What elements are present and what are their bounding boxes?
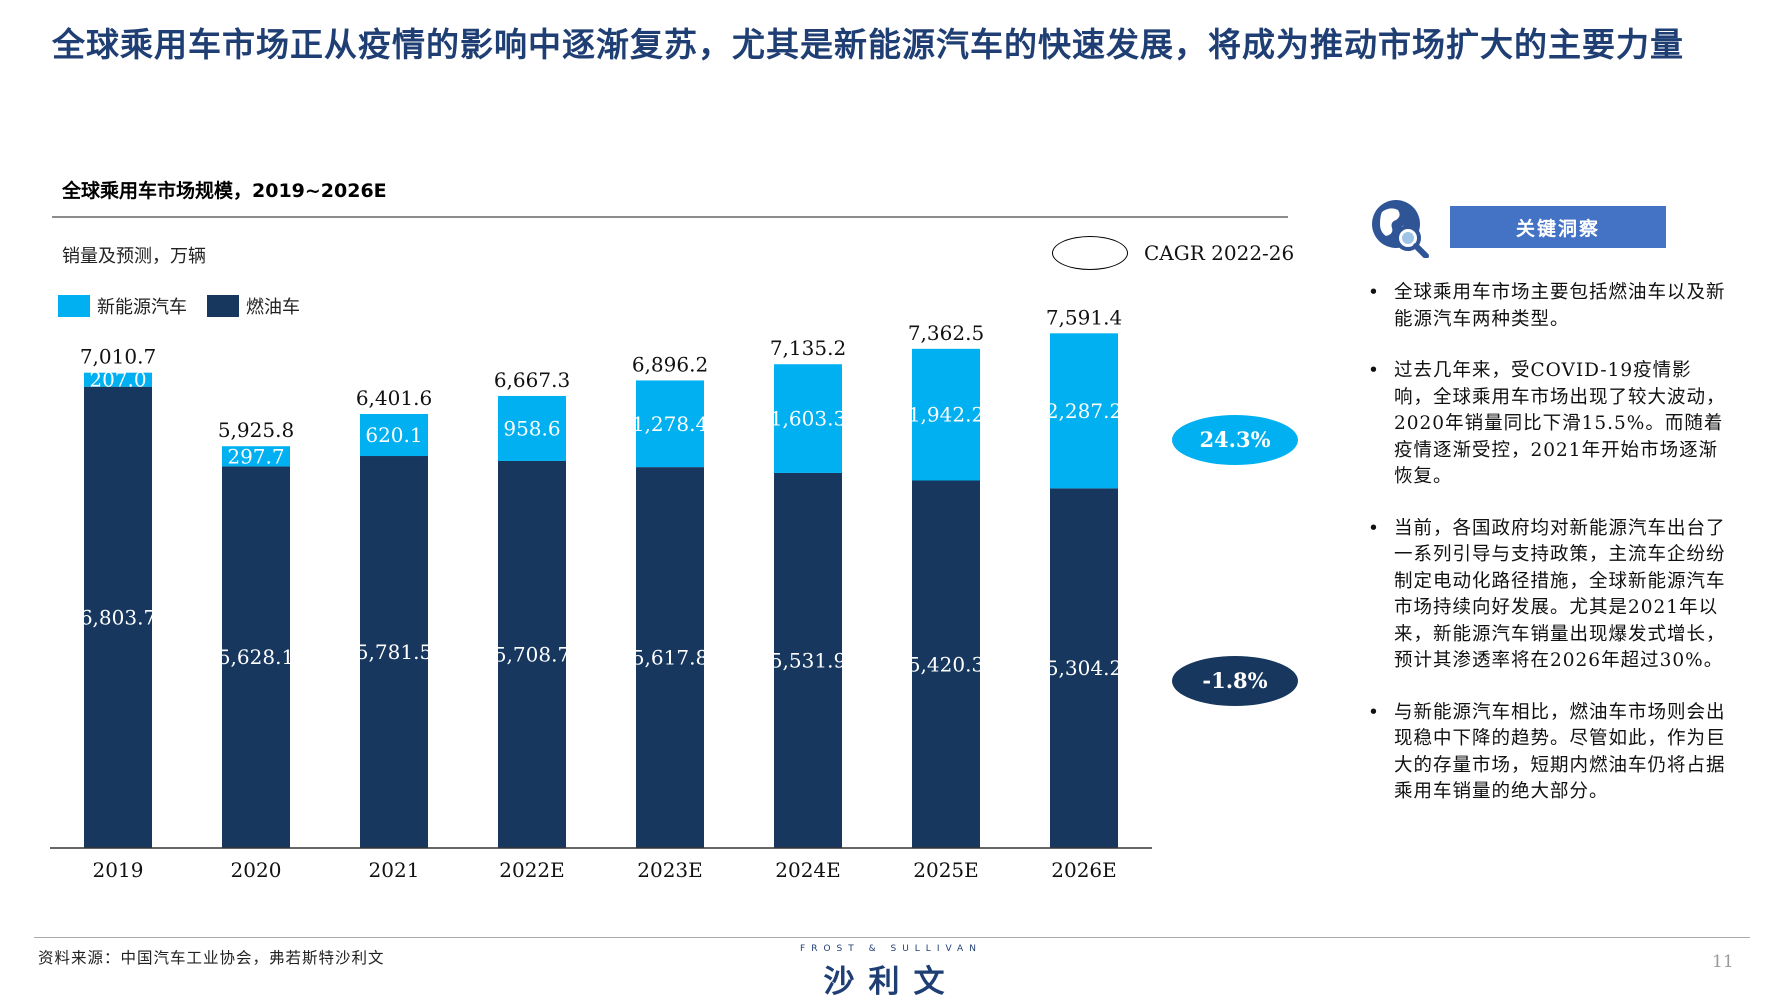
bar-ice xyxy=(222,466,290,848)
x-tick-label: 2019 xyxy=(93,858,144,882)
cagr-legend-label: CAGR 2022-26 xyxy=(1144,241,1295,265)
insight-item: 过去几年来，受COVID-19疫情影响，全球乘用车市场出现了较大波动，2020年… xyxy=(1368,358,1728,491)
bar-nev xyxy=(222,446,290,467)
legend-swatch-nev xyxy=(58,295,90,317)
data-label-nev: 1,942.2 xyxy=(908,403,984,427)
unit-label: 销量及预测，万辆 xyxy=(62,246,206,267)
cagr-badge xyxy=(1172,656,1298,706)
bar-ice xyxy=(360,456,428,848)
bar-ice xyxy=(84,386,152,848)
bar-ice xyxy=(912,480,980,848)
bar-ice xyxy=(498,460,566,848)
legend-item-ice: 燃油车 xyxy=(207,293,300,319)
bar-nev xyxy=(360,413,428,457)
bar-ice xyxy=(1050,488,1118,848)
insight-list: 全球乘用车市场主要包括燃油车以及新能源汽车两种类型。 过去几年来，受COVID-… xyxy=(1368,280,1728,806)
cagr-badge xyxy=(1172,415,1298,465)
brand-logo-en: FROST & SULLIVAN xyxy=(800,944,982,954)
stacked-bar-chart: 6,803.7 207.07,010.7 2019 5,628.1 297.75,925… xyxy=(50,305,1298,882)
cagr-badge-label: -1.8% xyxy=(1202,668,1267,693)
legend-label-nev: 新能源汽车 xyxy=(97,297,187,318)
insight-item: 与新能源汽车相比，燃油车市场则会出现稳中下降的趋势。尽管如此，作为巨大的存量市场… xyxy=(1368,700,1728,806)
chart-title: 全球乘用车市场规模，2019~2026E xyxy=(62,180,387,202)
data-label-ice: 5,708.7 xyxy=(494,642,570,666)
x-tick-label: 2021 xyxy=(369,858,420,882)
legend-label-ice: 燃油车 xyxy=(246,297,300,318)
data-label-ice: 5,628.1 xyxy=(218,645,294,669)
legend-swatch-ice xyxy=(207,295,239,317)
chart-legend: 新能源汽车 燃油车 xyxy=(58,293,312,319)
total-label: 7,010.7 xyxy=(80,345,156,369)
total-label: 7,362.5 xyxy=(908,321,984,345)
insight-panel: 关键洞察 全球乘用车市场主要包括燃油车以及新能源汽车两种类型。 过去几年来，受C… xyxy=(1368,196,1728,831)
globe-search-icon xyxy=(1372,200,1429,258)
data-label-ice: 5,304.2 xyxy=(1046,656,1122,680)
data-label-nev: 2,287.2 xyxy=(1046,399,1122,423)
bar-nev xyxy=(84,372,152,387)
bar-ice xyxy=(774,472,842,848)
x-tick-label: 2024E xyxy=(775,858,841,882)
bar-nev xyxy=(498,395,566,461)
legend-item-nev: 新能源汽车 xyxy=(58,293,187,319)
insight-item: 当前，各国政府均对新能源汽车出台了一系列引导与支持政策，主流车企纷纷制定电动化路… xyxy=(1368,516,1728,675)
x-tick-label: 2026E xyxy=(1051,858,1117,882)
cagr-legend-ellipse xyxy=(1052,236,1128,270)
bar-nev xyxy=(636,380,704,468)
data-label-nev: 1,603.3 xyxy=(770,407,846,431)
total-label: 7,591.4 xyxy=(1046,305,1122,329)
bar-nev xyxy=(1050,333,1118,489)
bar-ice xyxy=(636,467,704,848)
total-label: 6,667.3 xyxy=(494,368,570,392)
x-tick-label: 2022E xyxy=(499,858,565,882)
data-label-nev: 620.1 xyxy=(365,423,422,447)
cagr-badge-label: 24.3% xyxy=(1199,427,1270,452)
insight-header: 关键洞察 xyxy=(1368,196,1728,258)
brand-logo: FROST & SULLIVAN 沙利文 xyxy=(786,944,996,1001)
page-headline: 全球乘用车市场正从疫情的影响中逐渐复苏，尤其是新能源汽车的快速发展，将成为推动市… xyxy=(52,25,1684,64)
data-label-ice: 5,420.3 xyxy=(908,652,984,676)
page-number: 11 xyxy=(1712,952,1734,972)
total-label: 6,401.6 xyxy=(356,386,432,410)
x-tick-label: 2020 xyxy=(231,858,282,882)
data-label-ice: 5,531.9 xyxy=(770,648,846,672)
data-label-ice: 5,617.8 xyxy=(632,646,708,670)
insight-item: 全球乘用车市场主要包括燃油车以及新能源汽车两种类型。 xyxy=(1368,280,1728,333)
total-label: 6,896.2 xyxy=(632,352,708,376)
data-label-ice: 5,781.5 xyxy=(356,640,432,664)
data-label-nev: 297.7 xyxy=(227,444,284,468)
source-note: 资料来源：中国汽车工业协会，弗若斯特沙利文 xyxy=(38,949,385,967)
x-tick-label: 2025E xyxy=(913,858,979,882)
footer-divider xyxy=(34,937,1750,938)
cagr-legend: CAGR 2022-26 xyxy=(1052,236,1294,270)
insight-title: 关键洞察 xyxy=(1450,206,1666,248)
bar-nev xyxy=(912,348,980,481)
total-label: 5,925.8 xyxy=(218,418,294,442)
bar-nev xyxy=(774,364,842,473)
brand-logo-cn: 沙利文 xyxy=(823,964,959,1000)
total-label: 7,135.2 xyxy=(770,336,846,360)
x-tick-label: 2023E xyxy=(637,858,703,882)
data-label-nev: 958.6 xyxy=(503,416,560,440)
title-divider xyxy=(52,216,1288,218)
data-label-nev: 1,278.4 xyxy=(632,412,708,436)
data-label-nev: 207.0 xyxy=(89,368,146,392)
data-label-ice: 6,803.7 xyxy=(80,605,156,629)
